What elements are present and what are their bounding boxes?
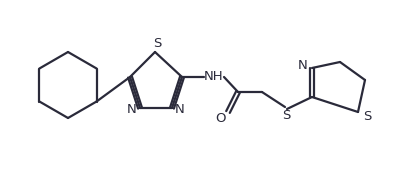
Text: S: S (363, 109, 371, 123)
Text: N: N (175, 102, 185, 116)
Text: N: N (127, 102, 137, 116)
Text: S: S (153, 37, 161, 50)
Text: S: S (282, 109, 290, 122)
Text: O: O (216, 111, 226, 125)
Text: N: N (298, 58, 308, 71)
Text: NH: NH (204, 69, 224, 82)
